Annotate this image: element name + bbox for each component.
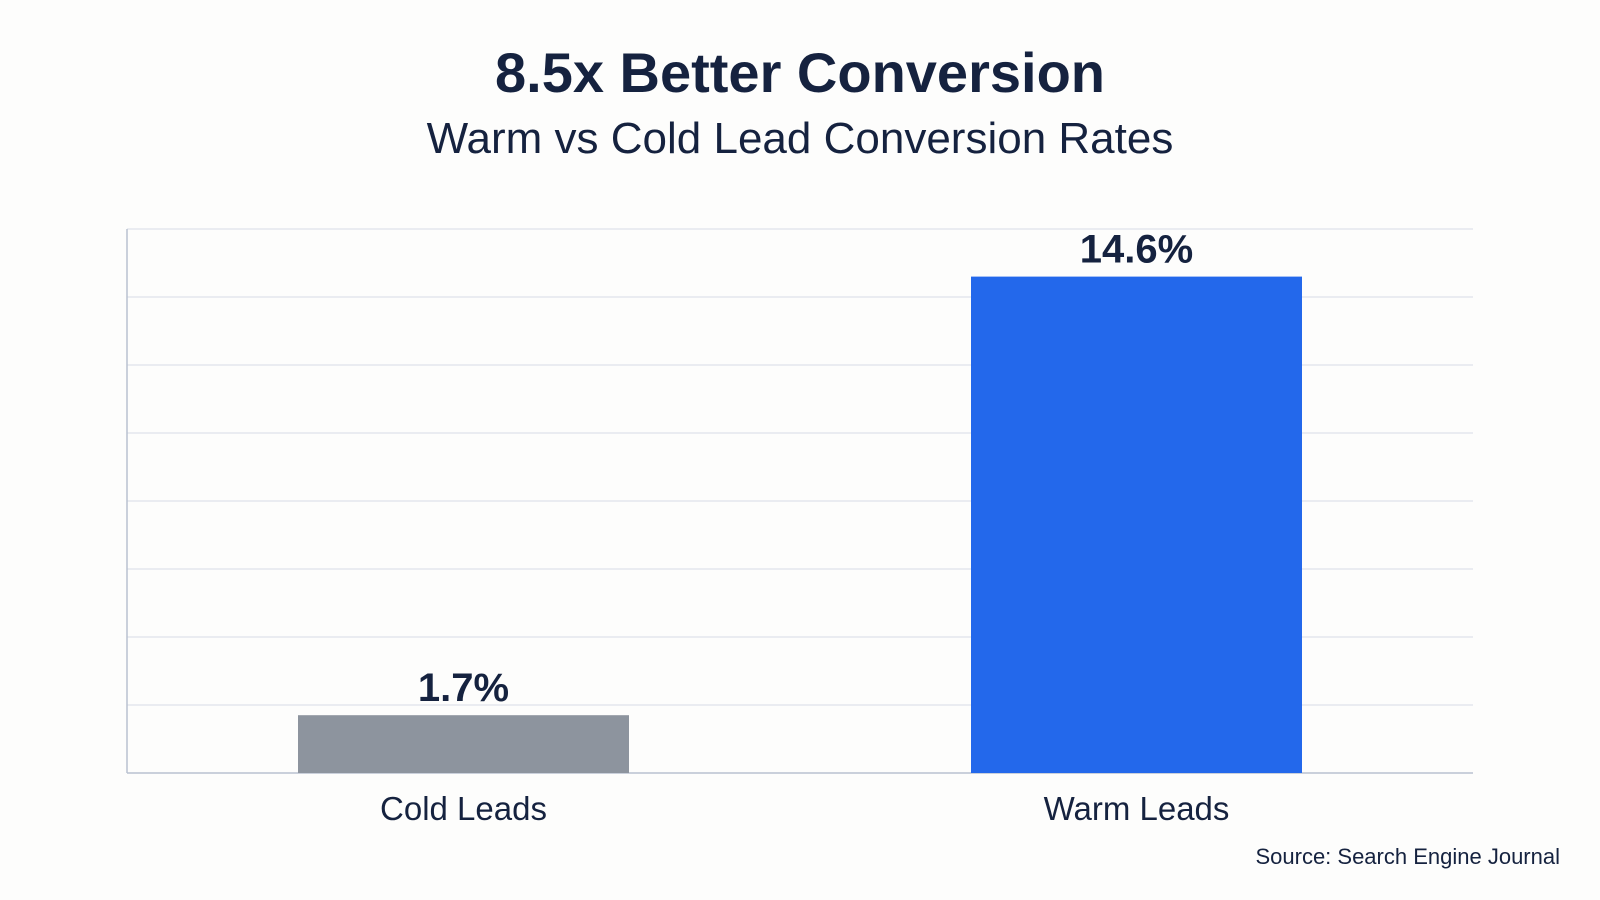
x-tick-label: Cold Leads (380, 790, 547, 827)
x-tick-label: Warm Leads (1044, 790, 1230, 827)
chart-title: 8.5x Better Conversion (495, 41, 1105, 104)
data-label: 14.6% (1080, 228, 1193, 272)
bar-warm-leads (971, 276, 1302, 773)
bar-cold-leads (298, 715, 629, 773)
data-label: 1.7% (418, 666, 509, 710)
chart-subtitle: Warm vs Cold Lead Conversion Rates (426, 114, 1174, 163)
source-note: Source: Search Engine Journal (1255, 844, 1560, 869)
